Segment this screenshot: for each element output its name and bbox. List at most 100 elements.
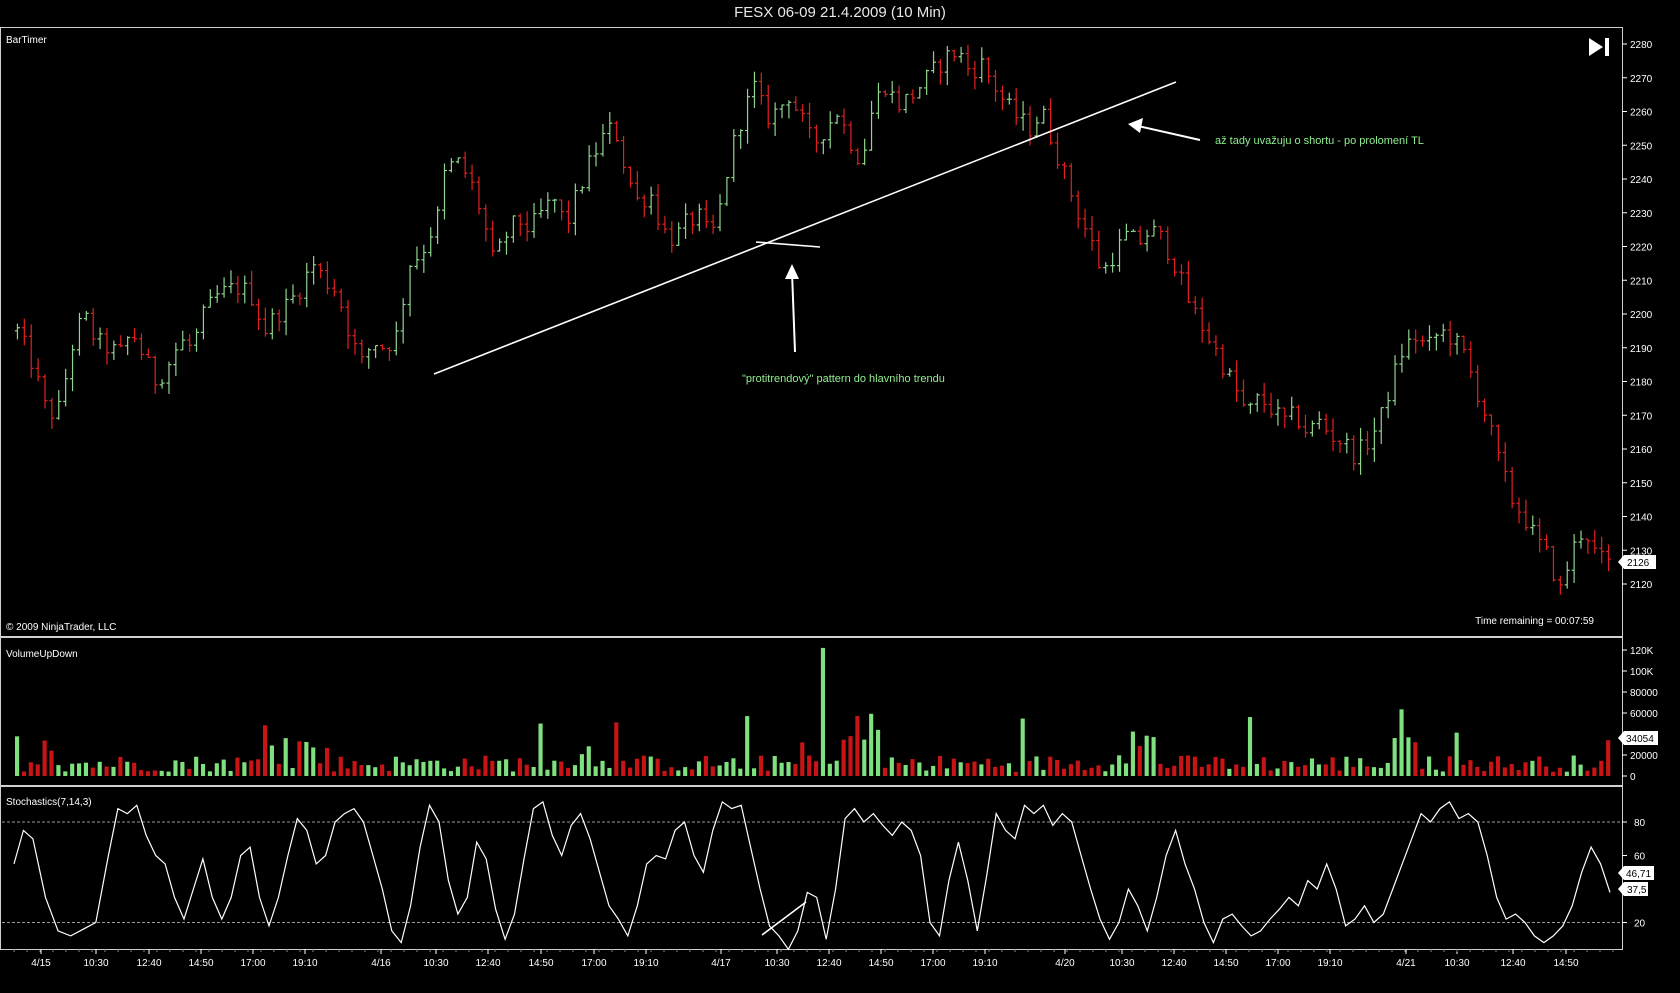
price-bar — [455, 157, 461, 164]
price-bar — [696, 203, 702, 232]
volume-bar — [1564, 771, 1569, 776]
volume-bar — [683, 767, 688, 776]
price-bar — [1048, 98, 1054, 146]
x-tick-label: 12:40 — [816, 958, 841, 969]
price-bar — [1337, 439, 1343, 453]
volume-bar — [276, 763, 281, 776]
price-bar — [869, 100, 875, 151]
volume-bar — [524, 764, 529, 776]
price-bar — [827, 111, 833, 149]
price-bar — [476, 176, 482, 215]
price-bar — [524, 211, 530, 242]
price-bar — [689, 211, 695, 234]
x-tick-label: 10:30 — [1444, 958, 1469, 969]
volume-bar — [138, 770, 144, 776]
volume-bar — [972, 761, 977, 776]
volume-bar — [1241, 766, 1246, 776]
price-bar — [758, 72, 764, 105]
volume-bar — [552, 760, 557, 776]
stoch-k-line — [13, 800, 1611, 951]
x-tick-label: 10:30 — [764, 958, 789, 969]
price-bar — [1502, 442, 1508, 483]
stoch-divergence-line[interactable] — [761, 901, 807, 936]
price-bar — [1564, 561, 1570, 589]
volume-bar — [1006, 763, 1011, 776]
volume-bar — [1206, 764, 1211, 776]
price-bar — [889, 81, 895, 104]
price-bar — [1606, 544, 1612, 572]
volume-bar — [421, 761, 426, 776]
volume-bar — [1192, 756, 1197, 776]
price-bar — [1578, 530, 1584, 549]
price-tick-label: 2200 — [1630, 310, 1653, 321]
price-bar — [311, 255, 317, 285]
price-bar — [627, 166, 633, 188]
volume-bar — [1068, 764, 1073, 776]
price-bar — [1013, 88, 1019, 126]
volume-bar — [814, 761, 819, 776]
arrow-up-annotation[interactable] — [785, 264, 799, 353]
trend-line[interactable] — [433, 81, 1177, 375]
price-bar — [1420, 335, 1426, 347]
volume-bar — [862, 739, 867, 776]
volume-bar — [1151, 737, 1156, 776]
volume-bar — [931, 765, 936, 776]
volume-bar — [15, 736, 20, 776]
price-series — [14, 44, 1612, 595]
price-bar — [269, 308, 275, 340]
volume-bar — [400, 762, 405, 776]
volume-bar — [262, 725, 268, 776]
volume-bar — [1406, 737, 1411, 776]
price-bar — [565, 200, 571, 234]
volume-bar — [476, 769, 481, 776]
pattern-line[interactable] — [755, 241, 821, 248]
price-bar — [166, 361, 172, 394]
volume-bar — [1234, 764, 1239, 776]
volume-bar — [937, 755, 943, 776]
price-bar — [841, 108, 847, 135]
volume-bar — [621, 760, 626, 776]
price-bar — [779, 104, 785, 119]
price-bar — [63, 368, 69, 407]
volume-bar — [318, 763, 323, 776]
price-tick-label: 2260 — [1630, 108, 1653, 119]
price-tick-label: 2240 — [1630, 175, 1653, 186]
volume-bar — [648, 756, 653, 776]
volume-bar — [1199, 766, 1204, 776]
arrow-left-annotation[interactable] — [1128, 118, 1201, 141]
price-bar — [132, 328, 138, 343]
volume-tick-label: 100K — [1630, 667, 1654, 678]
volume-bar — [1427, 756, 1432, 776]
price-bar — [634, 170, 640, 201]
price-bar — [986, 57, 992, 84]
volume-bar — [944, 768, 950, 776]
volume-bar — [1303, 765, 1308, 776]
price-bar — [483, 204, 489, 242]
price-bar — [717, 194, 723, 232]
volume-bar — [917, 762, 922, 776]
price-bar — [1165, 226, 1171, 265]
price-bar — [1082, 208, 1088, 238]
price-bar — [497, 238, 503, 252]
price-bar — [1268, 392, 1274, 419]
volume-bar — [386, 771, 392, 776]
volume-bar — [1523, 762, 1528, 776]
volume-bar — [896, 762, 901, 776]
volume-bar — [999, 765, 1005, 776]
volume-bar — [1020, 718, 1025, 776]
volume-bar — [324, 747, 330, 776]
price-tick-label: 2220 — [1630, 243, 1653, 254]
volume-bar — [1344, 756, 1349, 776]
price-bar — [896, 85, 902, 113]
price-bar — [1103, 262, 1109, 274]
volume-bar — [1061, 768, 1067, 776]
price-bar — [469, 164, 475, 191]
volume-bar — [1075, 760, 1080, 776]
volume-bar — [593, 766, 598, 776]
volume-bar — [903, 765, 908, 776]
volume-bar — [779, 762, 784, 776]
price-tick-label: 2210 — [1630, 276, 1653, 287]
skip-to-end-icon[interactable] — [1586, 34, 1612, 60]
volume-bar — [187, 768, 192, 776]
